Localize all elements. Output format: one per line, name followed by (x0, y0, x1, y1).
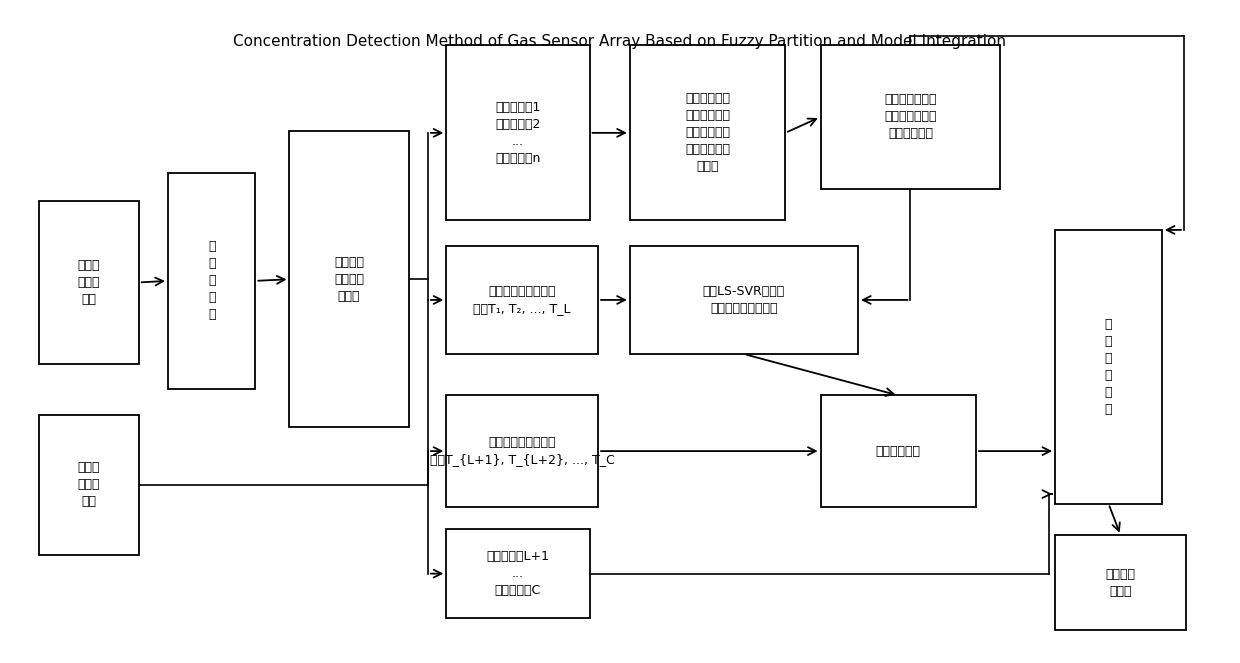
Bar (821, 395, 976, 507)
Text: 传感器
基线数
据集: 传感器 基线数 据集 (78, 259, 100, 306)
Text: 加权多输出支
持向量回归方
法获得每个数
据集的浓度预
测模型: 加权多输出支 持向量回归方 法获得每个数 据集的浓度预 测模型 (684, 92, 730, 173)
Text: Concentration Detection Method of Gas Sensor Array Based on Fuzzy Partition and : Concentration Detection Method of Gas Se… (233, 34, 1007, 49)
Bar (630, 246, 858, 354)
Text: 回
归
模
型
集
成: 回 归 模 型 集 成 (1105, 318, 1112, 416)
Text: 模糊聚类
进行时间
段划分: 模糊聚类 进行时间 段划分 (334, 256, 365, 303)
Bar (446, 529, 589, 618)
Bar (1055, 230, 1162, 504)
Bar (446, 395, 598, 507)
Text: 传感器
响应数
据集: 传感器 响应数 据集 (78, 461, 100, 508)
Text: 测试数据集L+1
...
测试数据集C: 测试数据集L+1 ... 测试数据集C (486, 550, 549, 597)
Bar (1055, 536, 1187, 630)
Text: 遍历搜索法获得
每个回归模型的
最优权重集合: 遍历搜索法获得 每个回归模型的 最优权重集合 (884, 93, 936, 141)
Text: 数
据
预
处
理: 数 据 预 处 理 (208, 241, 216, 322)
Bar (40, 414, 139, 554)
Bar (446, 246, 598, 354)
Bar (821, 45, 1001, 188)
Bar (40, 202, 139, 363)
Bar (446, 45, 589, 220)
Text: 各测试集的聚类中心
时刻T_{L+1}, T_{L+2}, ..., T_C: 各测试集的聚类中心 时刻T_{L+1}, T_{L+2}, ..., T_C (430, 436, 615, 466)
Text: 训练数据集1
训练数据集2
...
训练数据集n: 训练数据集1 训练数据集2 ... 训练数据集n (495, 101, 541, 165)
Text: 基于LS-SVR方法得
到最优权重拟和函数: 基于LS-SVR方法得 到最优权重拟和函数 (703, 285, 785, 315)
Text: 输出浓度
预测值: 输出浓度 预测值 (1106, 568, 1136, 597)
Bar (167, 172, 255, 389)
Text: 计算拟和权重: 计算拟和权重 (875, 445, 921, 457)
Text: 各训练集的聚类中心
时刻T₁, T₂, ..., T_L: 各训练集的聚类中心 时刻T₁, T₂, ..., T_L (474, 285, 570, 315)
Bar (289, 131, 408, 427)
Bar (630, 45, 785, 220)
